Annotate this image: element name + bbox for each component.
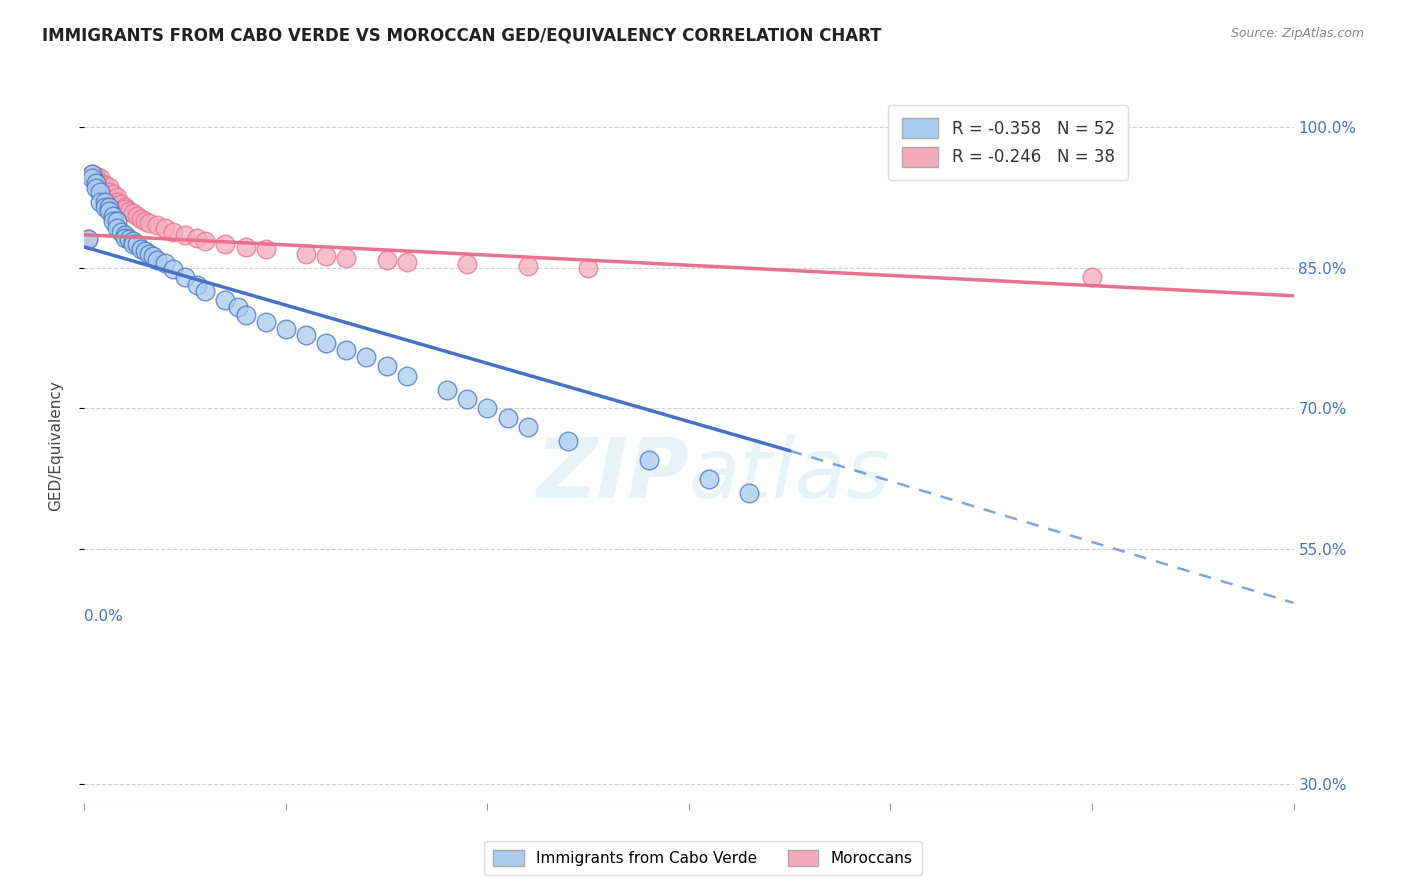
Point — [89, 176, 111, 190]
Point — [1081, 270, 1104, 285]
Point — [295, 246, 318, 260]
Point — [315, 249, 337, 263]
Point — [89, 171, 111, 186]
Point — [274, 321, 297, 335]
Point — [101, 187, 124, 202]
Point — [86, 176, 108, 190]
Point — [105, 213, 128, 227]
Point — [97, 200, 120, 214]
Point — [118, 232, 141, 246]
Point — [82, 167, 104, 181]
Point — [375, 359, 398, 374]
Point — [77, 232, 100, 246]
Point — [194, 235, 217, 249]
Point — [153, 221, 176, 235]
Point — [235, 240, 257, 254]
Point — [174, 227, 197, 242]
Point — [121, 235, 143, 249]
Point — [125, 209, 148, 223]
Text: IMMIGRANTS FROM CABO VERDE VS MOROCCAN GED/EQUIVALENCY CORRELATION CHART: IMMIGRANTS FROM CABO VERDE VS MOROCCAN G… — [42, 27, 882, 45]
Point — [214, 293, 236, 308]
Point — [146, 219, 169, 233]
Point — [186, 277, 208, 292]
Point — [456, 257, 478, 271]
Point — [395, 368, 418, 383]
Point — [335, 251, 357, 265]
Point — [134, 244, 156, 258]
Point — [110, 196, 132, 211]
Point — [118, 204, 141, 219]
Point — [114, 200, 136, 214]
Text: Source: ZipAtlas.com: Source: ZipAtlas.com — [1230, 27, 1364, 40]
Point — [174, 270, 197, 285]
Point — [97, 179, 120, 194]
Point — [89, 186, 111, 200]
Point — [153, 256, 176, 270]
Point — [356, 350, 378, 364]
Point — [235, 308, 257, 322]
Point — [110, 225, 132, 239]
Point — [82, 167, 104, 181]
Point — [395, 255, 418, 269]
Point — [86, 169, 108, 183]
Point — [93, 178, 115, 192]
Point — [125, 237, 148, 252]
Point — [194, 284, 217, 298]
Point — [77, 232, 100, 246]
Point — [142, 249, 165, 263]
Point — [162, 262, 184, 277]
Text: 0.0%: 0.0% — [84, 609, 124, 624]
Point — [129, 242, 152, 256]
Point — [697, 472, 720, 486]
Point — [105, 190, 128, 204]
Text: ZIP: ZIP — [536, 434, 689, 515]
Point — [436, 383, 458, 397]
Point — [134, 213, 156, 227]
Point — [456, 392, 478, 406]
Point — [105, 221, 128, 235]
Point — [186, 230, 208, 244]
Point — [557, 434, 579, 449]
Point — [114, 227, 136, 242]
Point — [477, 401, 499, 416]
Point — [114, 202, 136, 217]
Point — [114, 230, 136, 244]
Point — [162, 225, 184, 239]
Point — [315, 335, 337, 350]
Point — [138, 246, 160, 260]
Y-axis label: GED/Equivalency: GED/Equivalency — [49, 381, 63, 511]
Point — [254, 242, 277, 256]
Point — [375, 253, 398, 268]
Point — [86, 181, 108, 195]
Point — [138, 215, 160, 229]
Point — [516, 259, 538, 273]
Point — [637, 453, 659, 467]
Point — [101, 213, 124, 227]
Point — [121, 206, 143, 220]
Text: atlas: atlas — [689, 434, 890, 515]
Point — [121, 237, 143, 252]
Point — [101, 209, 124, 223]
Point — [105, 194, 128, 209]
Point — [146, 253, 169, 268]
Point — [226, 300, 249, 314]
Point — [496, 410, 519, 425]
Point — [576, 260, 599, 275]
Point — [93, 194, 115, 209]
Point — [93, 200, 115, 214]
Legend: Immigrants from Cabo Verde, Moroccans: Immigrants from Cabo Verde, Moroccans — [484, 841, 922, 875]
Legend: R = -0.358   N = 52, R = -0.246   N = 38: R = -0.358 N = 52, R = -0.246 N = 38 — [889, 104, 1128, 180]
Point — [738, 486, 761, 500]
Point — [295, 328, 318, 343]
Point — [254, 315, 277, 329]
Point — [97, 204, 120, 219]
Point — [129, 211, 152, 226]
Point — [97, 186, 120, 200]
Point — [516, 420, 538, 434]
Point — [82, 171, 104, 186]
Point — [89, 194, 111, 209]
Point — [214, 237, 236, 252]
Point — [335, 343, 357, 358]
